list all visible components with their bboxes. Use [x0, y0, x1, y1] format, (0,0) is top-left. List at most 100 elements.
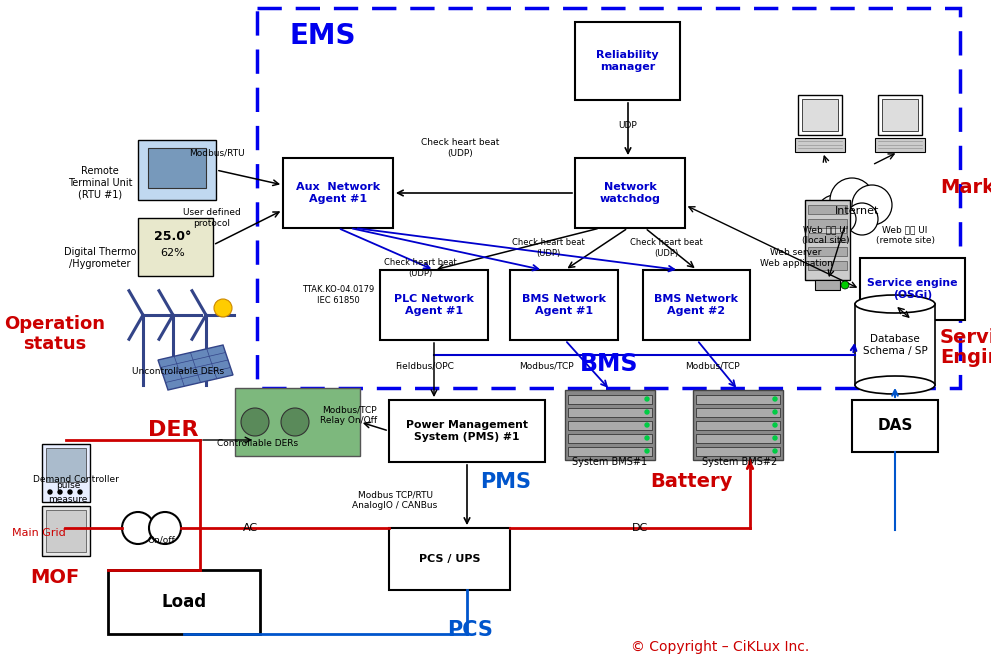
Bar — [568, 421, 652, 430]
Bar — [643, 270, 750, 340]
Bar — [568, 447, 652, 456]
Bar — [815, 280, 840, 290]
Bar — [235, 388, 360, 456]
Text: PCS / UPS: PCS / UPS — [419, 554, 481, 564]
Bar — [855, 304, 935, 385]
Text: Modbus TCP/RTU
AnalogIO / CANBus: Modbus TCP/RTU AnalogIO / CANBus — [353, 490, 438, 510]
Bar — [389, 400, 545, 462]
Bar — [696, 447, 780, 456]
Text: System BMS#2: System BMS#2 — [703, 457, 778, 467]
Bar — [693, 390, 783, 460]
Text: Demand Controller: Demand Controller — [33, 475, 119, 485]
Circle shape — [241, 408, 269, 436]
Circle shape — [281, 408, 309, 436]
Text: Market: Market — [940, 178, 991, 197]
Text: PCS: PCS — [447, 620, 493, 640]
Text: Database
Schema / SP: Database Schema / SP — [862, 334, 928, 356]
Text: Power Management
System (PMS) #1: Power Management System (PMS) #1 — [406, 420, 528, 442]
Circle shape — [48, 490, 52, 494]
Bar — [805, 200, 850, 280]
Circle shape — [773, 423, 777, 427]
Bar — [138, 140, 216, 200]
Bar — [802, 99, 838, 131]
Bar — [878, 95, 922, 135]
Bar — [798, 95, 842, 135]
Text: Check heart beat
(UDP): Check heart beat (UDP) — [421, 138, 499, 157]
Text: PLC Network
Agent #1: PLC Network Agent #1 — [394, 293, 474, 316]
Bar — [42, 506, 90, 556]
Text: Load: Load — [162, 593, 206, 611]
Ellipse shape — [855, 295, 935, 313]
Text: User defined
protocol: User defined protocol — [183, 208, 241, 228]
Circle shape — [645, 423, 649, 427]
Bar — [257, 8, 960, 388]
Bar — [575, 22, 680, 100]
Polygon shape — [158, 345, 233, 390]
Circle shape — [214, 299, 232, 317]
Text: Modbus/TCP
Relay On/Off: Modbus/TCP Relay On/Off — [320, 405, 378, 425]
Circle shape — [830, 178, 874, 222]
Text: AC: AC — [243, 523, 258, 533]
Ellipse shape — [855, 376, 935, 394]
Bar — [46, 448, 86, 482]
Text: On/off: On/off — [148, 535, 175, 544]
Bar — [380, 270, 488, 340]
Bar — [808, 233, 847, 242]
Text: Internet: Internet — [834, 206, 879, 216]
Text: 62%: 62% — [161, 248, 185, 258]
Text: UDP: UDP — [618, 120, 637, 129]
Bar — [510, 270, 618, 340]
Circle shape — [78, 490, 82, 494]
Text: DER: DER — [148, 420, 198, 440]
Circle shape — [841, 281, 849, 289]
Bar — [138, 218, 213, 276]
Bar — [808, 261, 847, 270]
Circle shape — [122, 512, 154, 544]
Text: System BMS#1: System BMS#1 — [573, 457, 647, 467]
Text: BMS: BMS — [580, 352, 638, 376]
Text: Check heart beat
(UDP): Check heart beat (UDP) — [629, 238, 703, 258]
Bar — [696, 421, 780, 430]
Text: Operation: Operation — [5, 315, 105, 333]
Text: MOF: MOF — [31, 568, 79, 587]
Text: 25.0°: 25.0° — [155, 230, 191, 242]
Bar — [882, 99, 918, 131]
Circle shape — [852, 185, 892, 225]
Circle shape — [773, 449, 777, 453]
Bar — [283, 158, 393, 228]
Bar — [568, 434, 652, 443]
Text: Modbus/TCP: Modbus/TCP — [685, 361, 739, 371]
Circle shape — [773, 436, 777, 440]
Circle shape — [645, 397, 649, 401]
Text: Network
watchdog: Network watchdog — [600, 182, 660, 205]
Bar — [808, 247, 847, 256]
Text: BMS Network
Agent #1: BMS Network Agent #1 — [522, 293, 606, 316]
Circle shape — [645, 436, 649, 440]
Bar — [568, 408, 652, 417]
Text: Main Grid: Main Grid — [12, 528, 65, 538]
Circle shape — [773, 410, 777, 414]
Bar — [696, 408, 780, 417]
Text: © Copyright – CiKLux Inc.: © Copyright – CiKLux Inc. — [631, 640, 809, 654]
Text: Check heart beat
(UDP): Check heart beat (UDP) — [511, 238, 585, 258]
Text: Digital Thermo
/Hygrometer: Digital Thermo /Hygrometer — [63, 247, 136, 269]
Bar — [696, 395, 780, 404]
Circle shape — [846, 203, 878, 235]
Circle shape — [828, 205, 856, 233]
Text: Fieldbus/OPC: Fieldbus/OPC — [395, 361, 455, 371]
Circle shape — [149, 512, 181, 544]
Bar — [795, 138, 845, 152]
Text: pulse: pulse — [55, 481, 80, 491]
Text: TTAK.KO-04.0179
IEC 61850: TTAK.KO-04.0179 IEC 61850 — [302, 286, 375, 305]
Text: Battery: Battery — [650, 472, 732, 491]
Bar — [875, 138, 925, 152]
Bar — [568, 395, 652, 404]
Text: Modbus/RTU: Modbus/RTU — [189, 149, 245, 157]
Bar — [575, 158, 685, 228]
Bar — [42, 444, 90, 502]
Text: measure: measure — [49, 495, 87, 505]
Bar — [696, 434, 780, 443]
Bar — [389, 528, 510, 590]
Bar — [860, 258, 965, 320]
Text: EMS: EMS — [290, 22, 357, 50]
